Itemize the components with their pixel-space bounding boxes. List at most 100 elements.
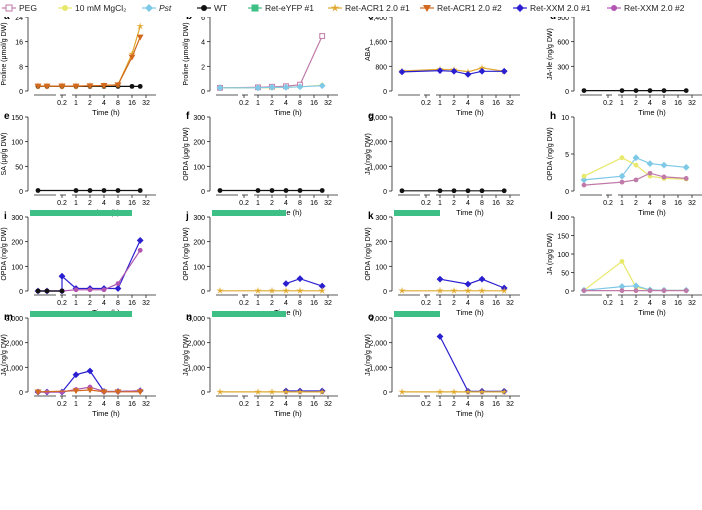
x-tick-label: 32 [324, 200, 332, 207]
data-point [216, 286, 224, 294]
chart-grid: a081624Proline (μmol/g DW)0.212481632Tim… [1, 17, 702, 418]
legend-marker-symbol [5, 4, 13, 12]
x-tick-label: 4 [466, 200, 470, 207]
x-tick-label: 1 [620, 200, 624, 207]
panel-letter: e [4, 111, 10, 122]
x-tick-label: 8 [662, 300, 666, 307]
x-tick-label: 0.2 [57, 200, 67, 207]
x-tick-label: 8 [116, 200, 120, 207]
x-tick-label: 1 [256, 200, 260, 207]
series-line [219, 35, 323, 89]
data-point [115, 281, 121, 286]
series-line [439, 278, 505, 289]
x-axis-label: Time (h) [274, 409, 302, 418]
legend-item: 10 mM MgCl₂ [58, 2, 126, 14]
data-point [217, 188, 223, 193]
data-point [319, 33, 326, 39]
panel-letter: h [550, 111, 556, 122]
x-tick-label: 16 [128, 100, 136, 107]
legend-marker-symbol [251, 4, 259, 12]
data-point [660, 161, 668, 169]
legend-marker [142, 4, 156, 12]
panel-letter: i [4, 211, 7, 222]
legend-marker-symbol [145, 4, 153, 12]
legend-item: PEG [2, 2, 37, 14]
y-tick-label: 3,000 [187, 316, 205, 323]
x-tick-label: 0.2 [421, 200, 431, 207]
data-point [437, 188, 443, 194]
data-point [500, 388, 508, 395]
data-point [661, 88, 667, 93]
x-tick-label: 0.2 [603, 300, 613, 307]
x-axis-label: Time (h) [456, 208, 484, 217]
x-tick-label: 0.2 [239, 100, 249, 107]
y-tick-label: 100 [375, 264, 387, 271]
data-point [436, 333, 444, 340]
data-point [73, 287, 79, 293]
treatment-bar [30, 311, 132, 317]
data-point [619, 155, 625, 161]
x-tick-label: 2 [88, 401, 92, 408]
data-point [319, 188, 325, 193]
data-point [633, 177, 639, 183]
figure-legend: PEG 10 mM MgCl₂ Pst WT Ret-eYFP #1 Ret-ACR1 2… [0, 0, 702, 16]
y-tick-label: 50 [561, 271, 569, 278]
x-tick-label: 0.2 [57, 300, 67, 307]
data-point [580, 176, 588, 184]
legend-marker-symbol [611, 5, 617, 11]
x-tick-label: 16 [310, 300, 318, 307]
series-line [220, 85, 323, 89]
x-tick-label: 16 [310, 200, 318, 207]
panel-letter: m [4, 312, 13, 323]
data-point [129, 83, 135, 89]
x-tick-label: 1 [256, 401, 260, 408]
y-axis-label: SA (μg/g DW) [1, 133, 8, 176]
x-tick-label: 1 [438, 401, 442, 408]
legend-marker [2, 4, 16, 12]
x-tick-label: 4 [648, 300, 652, 307]
legend-marker-symbol [201, 5, 207, 11]
x-tick-label: 32 [324, 401, 332, 408]
data-point [646, 160, 654, 168]
data-point [114, 82, 122, 89]
data-point [632, 154, 640, 162]
y-tick-label: 1,000 [369, 164, 387, 171]
y-tick-label: 100 [193, 264, 205, 271]
data-point [101, 287, 107, 293]
x-axis-label: Time (h) [456, 308, 484, 317]
panel-g: g 0 1,000 2,000 3,000 JA (ng/g DW) 0.2 1 2 4 8 16 32… [365, 111, 520, 217]
x-tick-label: 1 [74, 401, 78, 408]
x-tick-label: 16 [492, 200, 500, 207]
y-tick-label: 300 [557, 64, 569, 71]
y-tick-label: 0 [19, 289, 23, 296]
x-axis-label: Time (h) [638, 208, 666, 217]
treatment-bar [212, 210, 286, 216]
legend-item: Ret-ACR1 2.0 #1 [328, 2, 410, 14]
y-axis-label: JA (ng/g DW) [547, 233, 554, 275]
y-tick-label: 800 [375, 64, 387, 71]
panel-letter: a [4, 17, 10, 22]
y-tick-label: 0 [201, 289, 205, 296]
y-tick-label: 150 [557, 234, 569, 241]
series-line [38, 26, 141, 87]
legend-marker [58, 5, 72, 11]
y-tick-label: 100 [11, 264, 23, 271]
x-tick-label: 8 [298, 300, 302, 307]
x-axis-label: Time (h) [92, 409, 120, 418]
legend-item: Ret-eYFP #1 [248, 2, 314, 14]
y-tick-label: 3,000 [369, 115, 387, 122]
panel-o: o 0 1,000 2,000 3,000 JA (ng/g DW) 0.2 1 2 4 8 16 32… [365, 311, 520, 418]
data-point [500, 67, 508, 75]
x-tick-label: 32 [324, 100, 332, 107]
x-tick-label: 16 [128, 200, 136, 207]
x-tick-label: 16 [128, 401, 136, 408]
data-point [58, 272, 66, 280]
data-point [86, 83, 94, 90]
panel-letter: f [186, 111, 190, 122]
y-tick-label: 0 [383, 189, 387, 196]
y-tick-label: 900 [557, 17, 569, 22]
y-axis-label: Proline (μmol/g DW) [1, 22, 8, 85]
y-tick-label: 0 [383, 289, 387, 296]
y-axis-label: OPDA (μg/g DW) [183, 127, 190, 180]
